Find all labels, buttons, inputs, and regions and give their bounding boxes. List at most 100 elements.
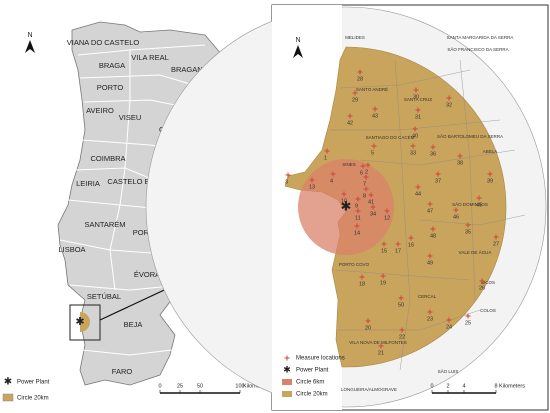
legend-label: Power Plant	[17, 380, 50, 386]
parish-label: SÃO DOMINGOS	[452, 201, 488, 207]
measure-marker	[476, 195, 482, 201]
measure-marker	[427, 309, 433, 315]
measure-marker	[352, 90, 358, 96]
measure-label: 33	[410, 150, 416, 156]
measure-label: 47	[427, 208, 433, 214]
district-label: VILA REAL	[131, 53, 169, 62]
measure-label: 3	[285, 179, 288, 185]
measure-marker	[435, 171, 441, 177]
measure-marker	[284, 355, 290, 361]
measure-label: 17	[395, 248, 401, 254]
measure-label: 12	[384, 215, 390, 221]
measure-label: 13	[309, 184, 315, 190]
legend-symbol: ✱	[4, 377, 12, 388]
legend-label: Power Plant	[296, 368, 329, 374]
district-label: LISBOA	[58, 245, 85, 254]
measure-marker	[370, 204, 376, 210]
measure-marker	[357, 69, 363, 75]
legend-label: Measure locations	[296, 356, 345, 362]
measure-marker	[381, 241, 387, 247]
circle-6km	[298, 159, 394, 255]
measure-marker	[408, 235, 414, 241]
measure-label: 2	[365, 169, 368, 175]
detail-labels: N MELIDES SANTA MARGARIDA DA SERRA SÃO FRAN…	[282, 35, 525, 398]
measure-label: 40	[412, 133, 418, 139]
parish-label: SANTIAGO DO CACÉM	[366, 134, 415, 140]
measure-label: 30	[413, 94, 419, 100]
parish-label: BICOS	[481, 280, 495, 285]
parish-label: COLOS	[480, 308, 496, 313]
measure-marker	[412, 126, 418, 132]
measure-label: 20	[365, 325, 371, 331]
measure-label: 7	[363, 181, 366, 187]
measure-marker	[368, 192, 374, 198]
measure-marker	[493, 234, 499, 240]
inset-frame	[69, 304, 101, 341]
measure-marker	[363, 186, 369, 192]
parish-label: SANTO ANDRÉ	[356, 86, 388, 92]
measure-label: 15	[381, 248, 387, 254]
measure-marker	[378, 343, 384, 349]
measure-marker	[380, 273, 386, 279]
measure-marker	[372, 106, 378, 112]
measure-label: 37	[435, 178, 441, 184]
measure-marker	[465, 313, 471, 319]
measure-label: 39	[487, 178, 493, 184]
measure-marker	[395, 241, 401, 247]
measure-label: 36	[430, 151, 436, 157]
scale-unit: Kilometers	[243, 383, 269, 389]
measure-marker	[355, 208, 361, 214]
measure-marker	[399, 327, 405, 333]
scale-unit: Kilometers	[499, 383, 525, 389]
parish-label: PORTO COVO	[339, 262, 370, 267]
measure-marker	[365, 318, 371, 324]
measure-label: 48	[430, 233, 436, 239]
power-plant-icon: ✱	[75, 316, 84, 328]
measure-label: 25	[465, 320, 471, 326]
scale-label: 100	[235, 383, 244, 389]
parish-label: SANTA CRUZ	[404, 97, 432, 102]
measure-marker	[363, 174, 369, 180]
district-label: COIMBRA	[90, 154, 125, 163]
measure-label: 44	[415, 191, 421, 197]
measure-marker	[347, 113, 353, 119]
measure-label: 28	[357, 76, 363, 82]
measure-marker	[285, 172, 291, 178]
measure-marker	[324, 148, 330, 154]
measure-marker	[415, 107, 421, 113]
measure-label: 21	[378, 350, 384, 356]
district-label: VIANA DO CASTELO	[67, 38, 140, 47]
scale-label: 8	[494, 383, 497, 389]
measure-label: 11	[355, 215, 361, 221]
measure-marker	[427, 201, 433, 207]
parish-label: SÃO LUIS	[438, 368, 459, 374]
district-label: CASTELO BRANCO	[107, 177, 176, 186]
legend-swatch	[282, 391, 292, 397]
measure-label: 1	[324, 155, 327, 161]
district-label: AVEIRO	[86, 106, 114, 115]
measure-marker	[430, 226, 436, 232]
measure-label: 16	[408, 242, 414, 248]
district-label: PORTO	[97, 83, 124, 92]
district-label: BEJA	[124, 320, 143, 329]
measure-marker	[415, 184, 421, 190]
measure-marker	[413, 87, 419, 93]
measure-label: 8	[363, 193, 366, 199]
parish-label: SÃO FRANCISCO DA SERRA	[447, 46, 508, 52]
measure-marker	[341, 191, 347, 197]
measure-label: 14	[354, 230, 360, 236]
measure-marker	[398, 295, 404, 301]
measure-label: 26	[479, 285, 485, 291]
legend-symbol: ✱	[283, 364, 291, 374]
parish-label: SINES	[342, 162, 356, 167]
parish-borders	[330, 59, 526, 371]
measure-label: 18	[359, 281, 365, 287]
measure-marker	[410, 143, 416, 149]
measure-label: 31	[415, 114, 421, 120]
measure-marker	[446, 95, 452, 101]
measure-label: 10	[341, 198, 347, 204]
measure-label: 24	[446, 324, 452, 330]
north-label: N	[295, 37, 300, 44]
measure-marker	[427, 253, 433, 259]
